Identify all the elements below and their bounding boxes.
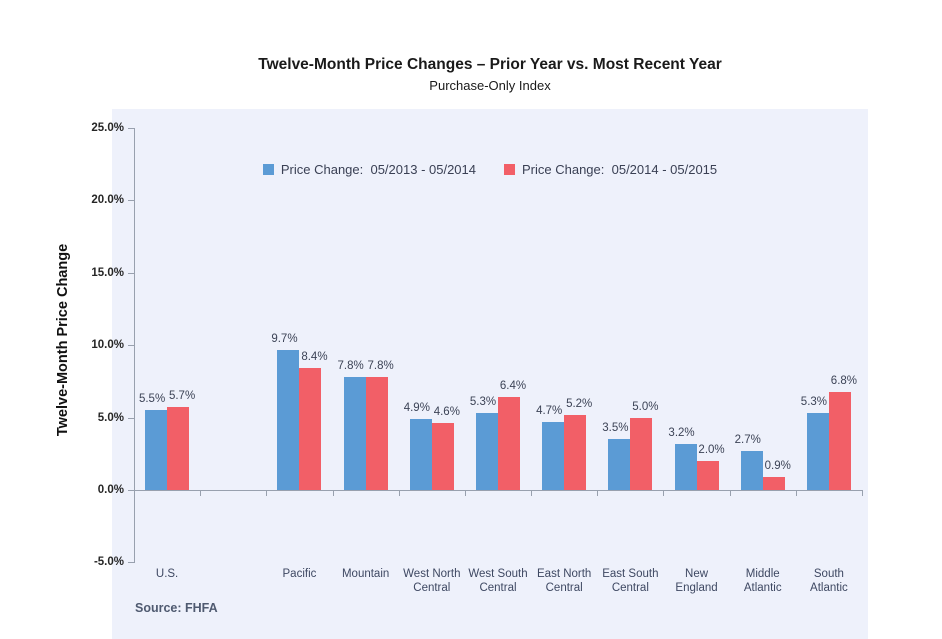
x-axis-tick: [531, 490, 533, 496]
bar-value-label: 2.0%: [698, 444, 725, 457]
legend-label-prior-year: Price Change: 05/2013 - 05/2014: [280, 161, 476, 177]
bar-value-label: 9.7%: [271, 332, 298, 345]
category-label: East South Central: [602, 568, 659, 594]
x-axis-tick: [663, 490, 665, 496]
legend-swatch-blue-icon: [262, 163, 274, 175]
bar-value-label: 7.8%: [337, 360, 364, 373]
x-axis-tick: [862, 490, 863, 496]
x-axis-tick: [134, 490, 135, 496]
bar-value-label: 2.7%: [734, 433, 761, 446]
x-axis-tick: [332, 490, 334, 496]
category-label: Pacific: [282, 568, 317, 580]
y-axis-tick: [128, 128, 135, 129]
category-label: West North Central: [403, 568, 461, 594]
y-axis-tick: [128, 200, 135, 202]
bar-recent-year: [762, 476, 785, 490]
bar-value-label: 5.7%: [168, 390, 196, 403]
bar-prior-year: [476, 413, 498, 490]
bar-value-label: 4.6%: [433, 406, 460, 419]
bar-recent-year: [431, 423, 454, 490]
bar-value-label: 6.4%: [499, 380, 527, 393]
category-label: Middle Atlantic: [743, 568, 782, 594]
y-axis-line: [134, 128, 135, 562]
bar-prior-year: [542, 421, 565, 490]
bar-value-label: 5.2%: [566, 397, 593, 410]
bar-prior-year: [740, 450, 763, 490]
category-label: East North Central: [537, 568, 592, 594]
bar-value-label: 3.2%: [668, 426, 695, 439]
x-axis-tick: [200, 490, 202, 496]
y-axis-tick-label: 20.0%: [91, 194, 124, 207]
bar-prior-year: [409, 419, 432, 490]
plot-panel: Price Change: 05/2013 - 05/2014 Price Ch…: [91, 109, 868, 639]
bar-recent-year: [498, 397, 520, 490]
bar-value-label: 5.0%: [632, 400, 659, 413]
y-axis-tick-label: 10.0%: [91, 339, 124, 352]
bar-prior-year: [608, 439, 631, 490]
bar-value-label: 3.5%: [602, 422, 629, 435]
legend: Price Change: 05/2013 - 05/2014 Price Ch…: [112, 161, 868, 177]
category-label: Mountain: [341, 568, 390, 580]
source-note: Source: FHFA: [135, 601, 218, 615]
bar-recent-year: [564, 414, 587, 490]
bar-prior-year: [343, 377, 366, 490]
bar-prior-year: [806, 413, 829, 490]
bar-value-label: 5.3%: [469, 396, 497, 409]
x-axis-tick: [795, 490, 797, 496]
bar-value-label: 5.5%: [138, 393, 166, 406]
chart-title: Twelve-Month Price Changes – Prior Year …: [258, 56, 722, 73]
category-label: U.S.: [155, 568, 179, 580]
bar-value-label: 7.8%: [367, 360, 394, 373]
legend-swatch-red-icon: [504, 163, 515, 175]
bar-recent-year: [365, 377, 388, 490]
y-axis-tick: [128, 345, 135, 347]
x-axis-line: [134, 490, 862, 491]
bar-prior-year: [145, 410, 168, 490]
chart-subtitle: Purchase-Only Index: [429, 78, 551, 93]
bar-recent-year: [630, 417, 653, 490]
x-axis-tick: [266, 490, 268, 496]
legend-item-recent-year: Price Change: 05/2014 - 05/2015: [504, 162, 717, 177]
category-label: South Atlantic: [810, 568, 848, 594]
bar-value-label: 0.9%: [764, 459, 791, 472]
bar-value-label: 6.8%: [830, 374, 858, 387]
category-label: New England: [675, 568, 718, 594]
y-axis-tick-label: -5.0%: [93, 556, 124, 569]
bar-prior-year: [674, 443, 697, 490]
x-axis-tick: [464, 490, 466, 496]
y-axis-tick-label: 5.0%: [97, 411, 124, 424]
bar-recent-year: [299, 368, 322, 490]
y-axis-tick-label: 15.0%: [91, 266, 124, 279]
bar-value-label: 4.9%: [403, 402, 430, 415]
bar-recent-year: [167, 407, 190, 490]
y-axis-tick-label: 0.0%: [97, 484, 124, 496]
bar-value-label: 5.3%: [800, 396, 828, 409]
bar-value-label: 4.7%: [536, 404, 563, 417]
y-axis-tick: [128, 272, 135, 274]
category-label: West South Central: [468, 568, 528, 594]
bar-recent-year: [696, 461, 719, 490]
legend-label-recent-year: Price Change: 05/2014 - 05/2015: [522, 161, 718, 177]
bar-recent-year: [828, 391, 851, 490]
y-axis-tick: [128, 490, 135, 491]
x-axis-tick: [597, 490, 599, 496]
x-axis-tick: [729, 490, 731, 496]
bar-prior-year: [277, 349, 300, 490]
x-axis-tick: [398, 490, 400, 496]
legend-item-prior-year: Price Change: 05/2013 - 05/2014: [262, 161, 476, 177]
y-axis-tick-label: 25.0%: [91, 122, 124, 134]
y-axis-tick: [128, 562, 135, 564]
y-axis-tick: [128, 417, 135, 419]
bar-value-label: 8.4%: [301, 351, 328, 364]
